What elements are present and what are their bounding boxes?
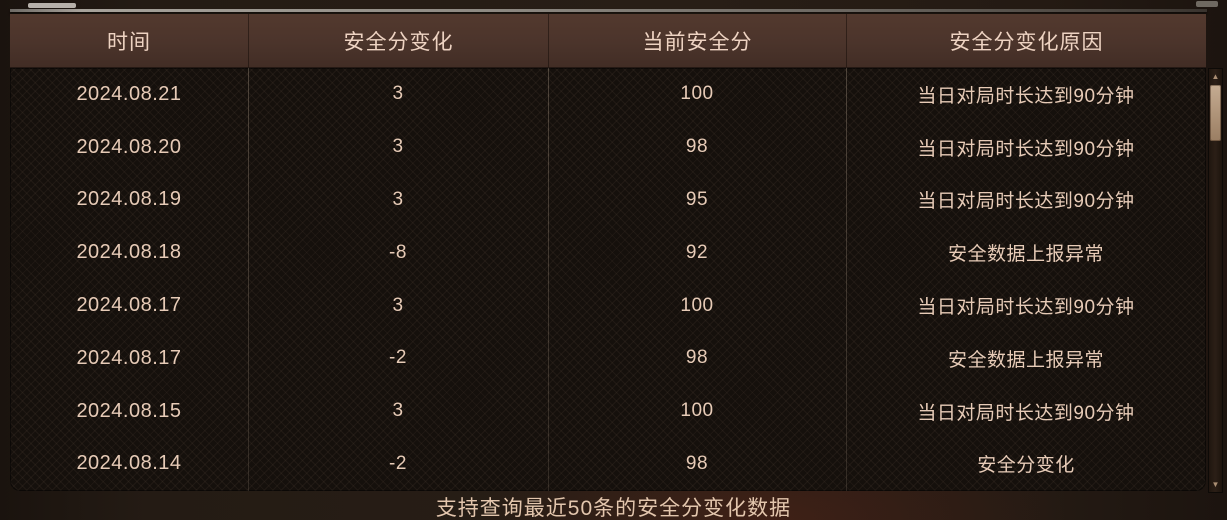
cell-date: 2024.08.19 xyxy=(76,188,182,211)
cell-date: 2024.08.15 xyxy=(76,399,182,422)
cell-score: 98 xyxy=(685,452,709,474)
cell-change: -8 xyxy=(389,241,407,263)
cell-score: 98 xyxy=(685,136,709,158)
scroll-up-icon[interactable]: ▲ xyxy=(1211,71,1220,81)
cell-score: 100 xyxy=(680,294,714,316)
table-row: 2024.08.15 3 100 当日对局时长达到90分钟 xyxy=(10,385,1206,438)
cell-date: 2024.08.14 xyxy=(76,452,182,475)
cell-change: -2 xyxy=(389,347,407,369)
cell-change: 3 xyxy=(392,83,404,105)
cell-score: 92 xyxy=(685,241,709,263)
score-history-table: 时间 安全分变化 当前安全分 安全分变化原因 2024.08.21 3 100 … xyxy=(10,14,1206,492)
footer-note: 支持查询最近50条的安全分变化数据 xyxy=(435,497,792,520)
cell-reason: 当日对局时长达到90分钟 xyxy=(917,85,1135,107)
cell-reason: 安全分变化 xyxy=(977,455,1075,477)
table-header-row: 时间 安全分变化 当前安全分 安全分变化原因 xyxy=(10,14,1206,68)
cell-date: 2024.08.20 xyxy=(76,135,182,158)
table-row: 2024.08.17 3 100 当日对局时长达到90分钟 xyxy=(10,279,1206,332)
column-divider xyxy=(548,68,549,491)
scroll-down-icon[interactable]: ▼ xyxy=(1211,479,1220,489)
cell-score: 100 xyxy=(680,400,714,422)
column-header-time: 时间 xyxy=(107,30,151,54)
column-divider xyxy=(248,68,249,491)
table-row: 2024.08.20 3 98 当日对局时长达到90分钟 xyxy=(10,121,1206,174)
cell-reason: 当日对局时长达到90分钟 xyxy=(917,297,1135,319)
table-row: 2024.08.19 3 95 当日对局时长达到90分钟 xyxy=(10,174,1206,227)
cell-reason: 当日对局时长达到90分钟 xyxy=(917,191,1135,213)
cell-change: -2 xyxy=(389,452,407,474)
cell-change: 3 xyxy=(392,188,404,210)
table-row: 2024.08.18 -8 92 安全数据上报异常 xyxy=(10,226,1206,279)
cell-reason: 安全数据上报异常 xyxy=(947,244,1104,266)
cell-score: 98 xyxy=(685,347,709,369)
table-row: 2024.08.21 3 100 当日对局时长达到90分钟 xyxy=(10,68,1206,121)
top-left-accent xyxy=(28,3,76,8)
table-body: 2024.08.21 3 100 当日对局时长达到90分钟 2024.08.20… xyxy=(10,68,1206,491)
scrollbar[interactable]: ▲ ▼ xyxy=(1208,68,1223,493)
column-header-change: 安全分变化 xyxy=(248,14,548,67)
cell-reason: 当日对局时长达到90分钟 xyxy=(917,138,1135,160)
cell-reason: 安全数据上报异常 xyxy=(947,349,1104,371)
cell-reason: 当日对局时长达到90分钟 xyxy=(917,402,1135,424)
table-rows: 2024.08.21 3 100 当日对局时长达到90分钟 2024.08.20… xyxy=(10,68,1206,490)
cell-score: 100 xyxy=(680,83,714,105)
top-right-accent xyxy=(1196,1,1218,7)
scrollbar-thumb[interactable] xyxy=(1210,85,1221,141)
cell-change: 3 xyxy=(392,294,404,316)
table-row: 2024.08.14 -2 98 安全分变化 xyxy=(10,438,1206,491)
table-row: 2024.08.17 -2 98 安全数据上报异常 xyxy=(10,332,1206,385)
column-divider xyxy=(846,68,847,491)
cell-date: 2024.08.21 xyxy=(76,82,182,105)
cell-change: 3 xyxy=(392,400,404,422)
cell-score: 95 xyxy=(685,188,709,210)
column-header-reason: 安全分变化原因 xyxy=(846,14,1206,67)
column-header-score: 当前安全分 xyxy=(548,14,846,67)
cell-date: 2024.08.18 xyxy=(76,241,182,264)
panel-top-border xyxy=(10,9,1207,12)
cell-date: 2024.08.17 xyxy=(76,294,182,317)
cell-change: 3 xyxy=(392,136,404,158)
cell-date: 2024.08.17 xyxy=(76,346,182,369)
